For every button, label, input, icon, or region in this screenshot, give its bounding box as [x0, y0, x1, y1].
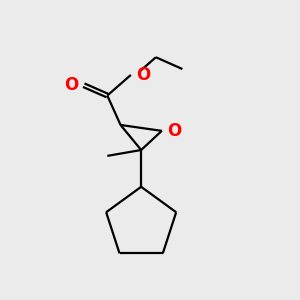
Text: O: O: [167, 122, 181, 140]
Text: O: O: [64, 76, 78, 94]
Text: O: O: [136, 66, 150, 84]
